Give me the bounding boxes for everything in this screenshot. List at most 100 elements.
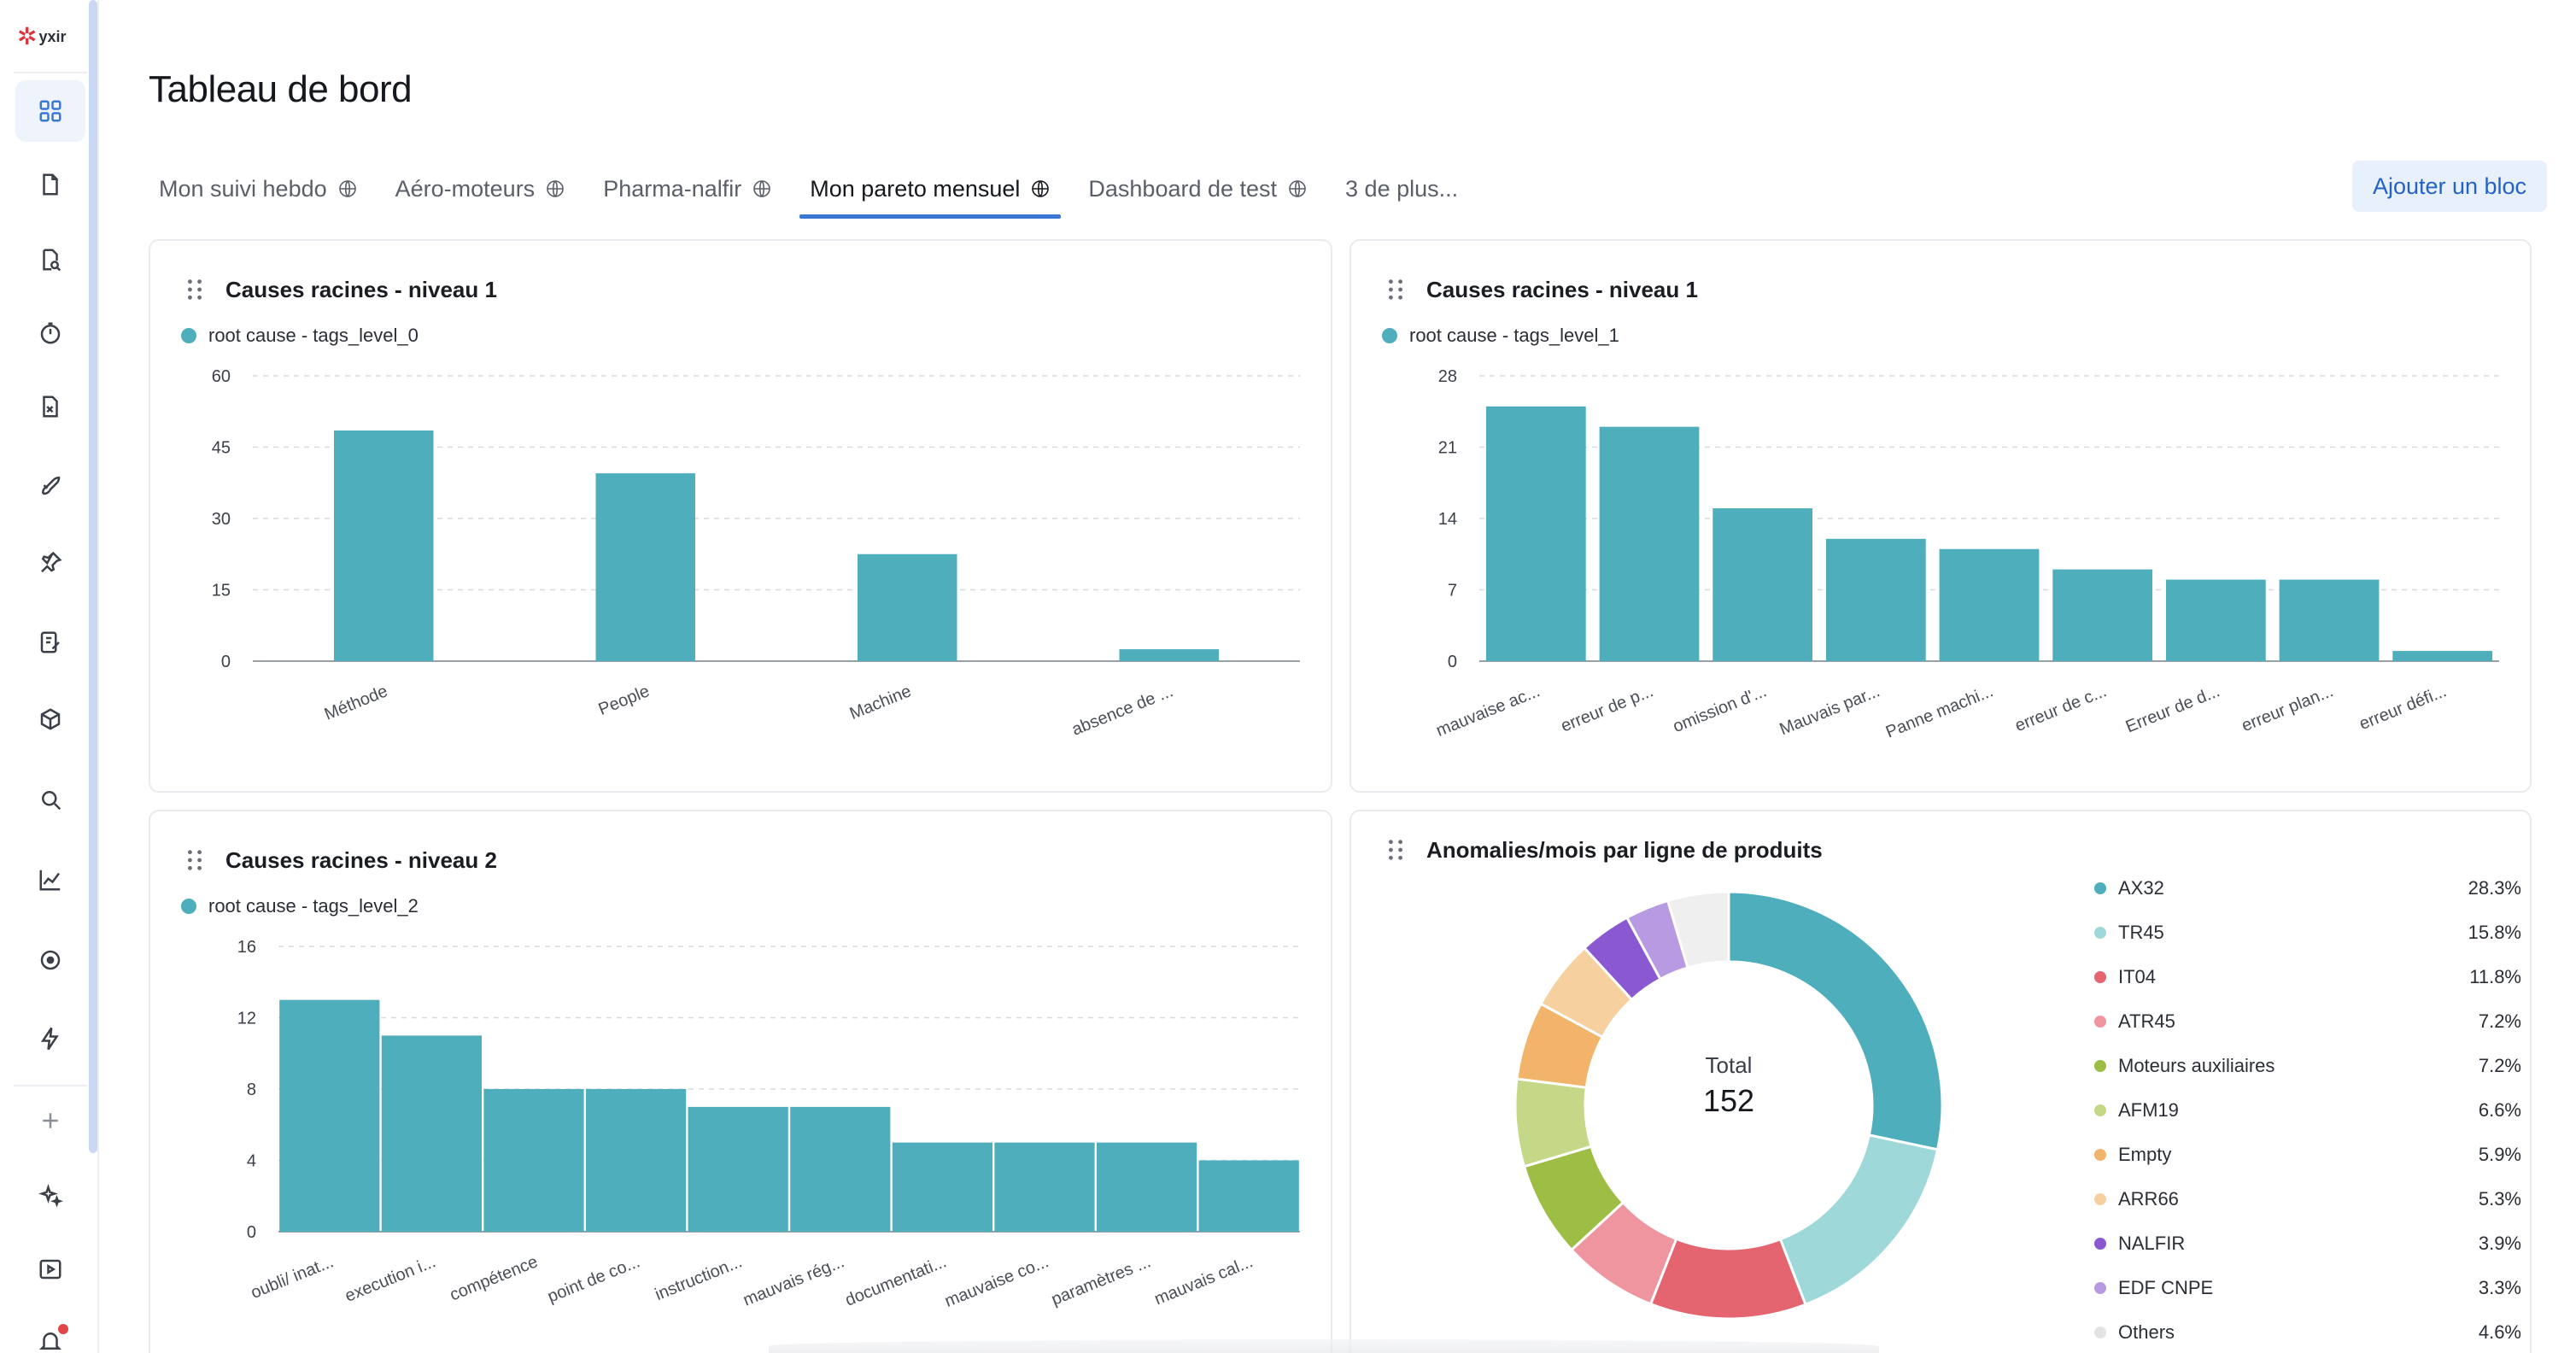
- y-tick-label: 0: [221, 653, 231, 671]
- donut-slice[interactable]: [1648, 1237, 1807, 1321]
- tab-aero-moteurs[interactable]: Aéro-moteurs: [385, 159, 577, 219]
- legend-percentage: 4.6%: [2478, 1321, 2521, 1343]
- sidebar-divider: [14, 72, 87, 73]
- sidebar-item-timer[interactable]: [15, 302, 85, 364]
- legend-label: NALFIR: [2118, 1233, 2186, 1254]
- bar[interactable]: [1939, 548, 2040, 661]
- bar[interactable]: [994, 1142, 1095, 1232]
- drag-handle-icon[interactable]: [1387, 278, 1404, 301]
- donut-legend-item[interactable]: IT04 11.8%: [2094, 955, 2521, 999]
- bar[interactable]: [2165, 579, 2266, 661]
- legend-swatch: [2094, 1282, 2106, 1294]
- sidebar-scrollbar[interactable]: [89, 0, 97, 1153]
- sidebar-item-notifications[interactable]: [15, 1310, 85, 1353]
- bar[interactable]: [483, 1089, 584, 1232]
- bar[interactable]: [2279, 579, 2380, 661]
- sidebar-item-document-search[interactable]: [15, 229, 85, 290]
- donut-slice[interactable]: [1666, 890, 1730, 969]
- sidebar-item-dashboard[interactable]: [15, 80, 85, 142]
- sidebar-item-notes[interactable]: [15, 612, 85, 673]
- donut-slice[interactable]: [1778, 1133, 1940, 1307]
- x-tick-label: omission d'...: [1671, 682, 1770, 736]
- legend-percentage: 3.9%: [2478, 1233, 2521, 1254]
- app-logo[interactable]: ✲ yxir: [17, 22, 77, 51]
- tab-more-dashboards[interactable]: 3 de plus...: [1335, 159, 1468, 219]
- chart-legend[interactable]: root cause - tags_level_2: [181, 895, 419, 917]
- x-tick-label: erreur défi...: [2356, 682, 2449, 734]
- drag-handle-icon[interactable]: [186, 278, 203, 301]
- chart-card-causes-level-1: Causes racines - niveau 1 root cause - t…: [1349, 239, 2532, 793]
- y-tick-label: 21: [1438, 439, 1457, 458]
- y-tick-label: 16: [237, 938, 256, 957]
- donut-legend-item[interactable]: ARR66 5.3%: [2094, 1177, 2521, 1221]
- sidebar: ✲ yxir: [0, 0, 97, 1353]
- donut-legend-item[interactable]: TR45 15.8%: [2094, 911, 2521, 955]
- bar[interactable]: [585, 1089, 687, 1232]
- sidebar-item-target[interactable]: [15, 929, 85, 991]
- tab-dashboard-de-test[interactable]: Dashboard de test: [1078, 159, 1318, 219]
- bar[interactable]: [1712, 508, 1813, 661]
- globe-icon: [1289, 180, 1306, 197]
- drag-handle-icon[interactable]: [1387, 839, 1404, 861]
- donut-legend-item[interactable]: Empty 5.9%: [2094, 1133, 2521, 1177]
- bar[interactable]: [1599, 426, 1700, 661]
- donut-legend-item[interactable]: AX32 28.3%: [2094, 866, 2521, 911]
- x-tick-label: erreur de c...: [2012, 682, 2109, 735]
- cube-icon: [40, 708, 61, 730]
- donut-legend-item[interactable]: ATR45 7.2%: [2094, 999, 2521, 1044]
- sidebar-item-ai[interactable]: [15, 1165, 85, 1227]
- donut-legend-item[interactable]: EDF CNPE 3.3%: [2094, 1266, 2521, 1310]
- sidebar-item-analytics[interactable]: [15, 849, 85, 911]
- bar[interactable]: [2392, 651, 2493, 661]
- bar[interactable]: [595, 473, 695, 661]
- sidebar-divider: [14, 1085, 87, 1086]
- legend-percentage: 5.9%: [2478, 1144, 2521, 1165]
- sidebar-item-documents[interactable]: [15, 154, 85, 215]
- tab-mon-suivi-hebdo[interactable]: Mon suivi hebdo: [149, 159, 368, 219]
- legend-swatch: [2094, 1060, 2106, 1072]
- sidebar-item-file-excel[interactable]: [15, 376, 85, 437]
- y-tick-label: 8: [247, 1081, 256, 1099]
- add-block-button[interactable]: Ajouter un bloc: [2352, 161, 2547, 212]
- bar[interactable]: [381, 1035, 483, 1232]
- sidebar-item-add[interactable]: [15, 1090, 85, 1151]
- donut-slice[interactable]: [1727, 890, 1944, 1151]
- tab-label: Dashboard de test: [1088, 175, 1278, 202]
- donut-legend-item[interactable]: Moteurs auxiliaires 7.2%: [2094, 1044, 2521, 1088]
- bar[interactable]: [334, 430, 434, 661]
- bar[interactable]: [790, 1106, 891, 1232]
- legend-swatch: [2094, 1327, 2106, 1338]
- bar[interactable]: [2052, 569, 2153, 661]
- sidebar-item-actions[interactable]: [15, 1008, 85, 1069]
- sidebar-item-products[interactable]: [15, 688, 85, 750]
- tab-mon-pareto-mensuel[interactable]: Mon pareto mensuel: [799, 159, 1062, 219]
- legend-percentage: 7.2%: [2478, 1010, 2521, 1032]
- x-tick-label: erreur plan...: [2239, 682, 2335, 735]
- drag-handle-icon[interactable]: [186, 849, 203, 871]
- bar[interactable]: [1119, 649, 1219, 661]
- bar[interactable]: [1096, 1142, 1197, 1232]
- chart-title: Causes racines - niveau 1: [225, 277, 497, 302]
- bar[interactable]: [688, 1106, 788, 1232]
- dashboard-tabs: Mon suivi hebdo Aéro-moteurs Pharma-nalf…: [149, 159, 1485, 219]
- sidebar-item-video[interactable]: [15, 1239, 85, 1300]
- bar[interactable]: [892, 1142, 993, 1232]
- sidebar-item-pin[interactable]: [15, 531, 85, 593]
- bar[interactable]: [1825, 538, 1926, 661]
- legend-swatch: [2094, 927, 2106, 939]
- bar[interactable]: [1198, 1160, 1299, 1233]
- bar[interactable]: [858, 554, 957, 661]
- bar[interactable]: [1485, 406, 1586, 661]
- sidebar-item-search[interactable]: [15, 769, 85, 830]
- chart-legend[interactable]: root cause - tags_level_1: [1382, 325, 1619, 347]
- tab-pharma-nalfir[interactable]: Pharma-nalfir: [593, 159, 782, 219]
- tab-label: 3 de plus...: [1345, 175, 1459, 202]
- page-title: Tableau de bord: [149, 68, 413, 110]
- bar[interactable]: [279, 999, 380, 1232]
- globe-icon: [1032, 180, 1050, 197]
- donut-legend-item[interactable]: Others 4.6%: [2094, 1310, 2521, 1353]
- donut-legend-item[interactable]: NALFIR 3.9%: [2094, 1221, 2521, 1266]
- chart-legend[interactable]: root cause - tags_level_0: [181, 325, 419, 347]
- donut-legend-item[interactable]: AFM19 6.6%: [2094, 1088, 2521, 1133]
- sidebar-item-launch[interactable]: [15, 454, 85, 516]
